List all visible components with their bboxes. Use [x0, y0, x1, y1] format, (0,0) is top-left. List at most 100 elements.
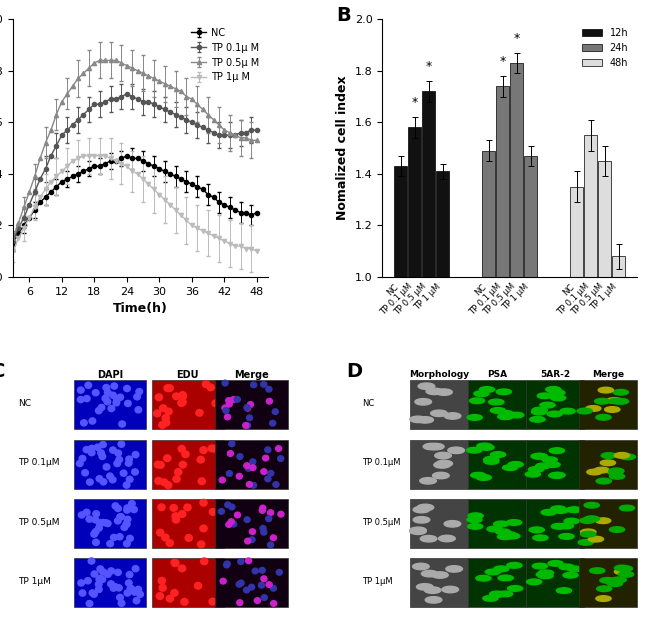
Circle shape — [136, 389, 142, 395]
Circle shape — [222, 380, 228, 386]
Ellipse shape — [607, 581, 623, 586]
Circle shape — [136, 591, 144, 597]
Ellipse shape — [425, 597, 442, 603]
Text: TP 0.1μM: TP 0.1μM — [363, 458, 401, 467]
Circle shape — [135, 407, 142, 413]
Circle shape — [251, 382, 257, 388]
Ellipse shape — [436, 461, 452, 467]
Circle shape — [124, 590, 131, 596]
Ellipse shape — [560, 408, 575, 414]
Circle shape — [212, 400, 219, 406]
Circle shape — [121, 524, 127, 530]
Ellipse shape — [532, 563, 548, 569]
Circle shape — [270, 535, 276, 540]
Text: TP 1μM: TP 1μM — [19, 577, 51, 586]
Ellipse shape — [532, 409, 547, 415]
Circle shape — [270, 586, 276, 591]
Circle shape — [90, 591, 98, 597]
Ellipse shape — [444, 413, 461, 419]
Circle shape — [211, 445, 218, 452]
Circle shape — [181, 598, 188, 605]
Text: *: * — [514, 32, 520, 45]
Circle shape — [102, 520, 109, 526]
Circle shape — [164, 455, 171, 462]
Ellipse shape — [417, 584, 433, 590]
Circle shape — [250, 529, 255, 535]
Ellipse shape — [489, 399, 504, 405]
Circle shape — [160, 405, 167, 412]
Ellipse shape — [594, 467, 609, 473]
Circle shape — [85, 382, 92, 389]
Circle shape — [173, 393, 180, 399]
Circle shape — [244, 587, 250, 593]
Ellipse shape — [508, 586, 523, 591]
Ellipse shape — [497, 534, 513, 540]
Ellipse shape — [538, 570, 554, 575]
Circle shape — [164, 482, 172, 489]
Ellipse shape — [498, 575, 514, 581]
Circle shape — [244, 517, 250, 523]
Circle shape — [179, 399, 187, 406]
Circle shape — [278, 512, 284, 517]
Ellipse shape — [494, 566, 509, 572]
Ellipse shape — [567, 507, 582, 512]
Bar — [496, 86, 510, 535]
Circle shape — [201, 558, 208, 565]
Ellipse shape — [496, 389, 512, 395]
Ellipse shape — [487, 526, 502, 532]
Ellipse shape — [493, 521, 509, 527]
Circle shape — [248, 402, 254, 407]
FancyBboxPatch shape — [468, 380, 526, 429]
Ellipse shape — [606, 397, 622, 403]
Circle shape — [165, 408, 172, 415]
Ellipse shape — [434, 462, 450, 468]
Circle shape — [96, 576, 103, 582]
Ellipse shape — [474, 391, 489, 396]
Text: B: B — [337, 6, 351, 26]
Circle shape — [99, 519, 106, 526]
FancyBboxPatch shape — [578, 558, 637, 607]
Circle shape — [162, 534, 169, 541]
Ellipse shape — [608, 470, 623, 475]
Circle shape — [135, 586, 142, 593]
Circle shape — [261, 595, 267, 600]
Circle shape — [235, 512, 240, 518]
Ellipse shape — [533, 535, 548, 540]
Circle shape — [120, 470, 127, 476]
Circle shape — [164, 385, 171, 392]
Circle shape — [96, 525, 102, 531]
Ellipse shape — [530, 417, 545, 422]
FancyBboxPatch shape — [74, 380, 146, 429]
Circle shape — [118, 514, 124, 520]
Circle shape — [197, 456, 204, 463]
Circle shape — [88, 445, 95, 452]
Ellipse shape — [483, 595, 498, 601]
Bar — [570, 187, 583, 535]
Circle shape — [194, 582, 202, 589]
Circle shape — [119, 421, 125, 427]
Circle shape — [97, 575, 103, 582]
Circle shape — [79, 590, 86, 596]
Circle shape — [263, 456, 268, 461]
Circle shape — [114, 518, 121, 524]
Circle shape — [166, 385, 174, 392]
Circle shape — [127, 586, 134, 591]
Circle shape — [89, 418, 96, 424]
Circle shape — [96, 586, 102, 593]
Ellipse shape — [526, 579, 542, 584]
Bar — [524, 156, 538, 535]
Circle shape — [179, 393, 187, 400]
Circle shape — [196, 410, 203, 416]
Ellipse shape — [525, 471, 541, 477]
Ellipse shape — [528, 466, 544, 472]
Ellipse shape — [546, 387, 561, 392]
Circle shape — [124, 540, 130, 547]
Circle shape — [98, 404, 105, 411]
Ellipse shape — [620, 454, 636, 460]
Circle shape — [105, 571, 111, 577]
Circle shape — [268, 542, 274, 547]
Ellipse shape — [501, 531, 516, 537]
Circle shape — [198, 541, 205, 547]
Ellipse shape — [417, 504, 434, 510]
Circle shape — [244, 463, 250, 468]
